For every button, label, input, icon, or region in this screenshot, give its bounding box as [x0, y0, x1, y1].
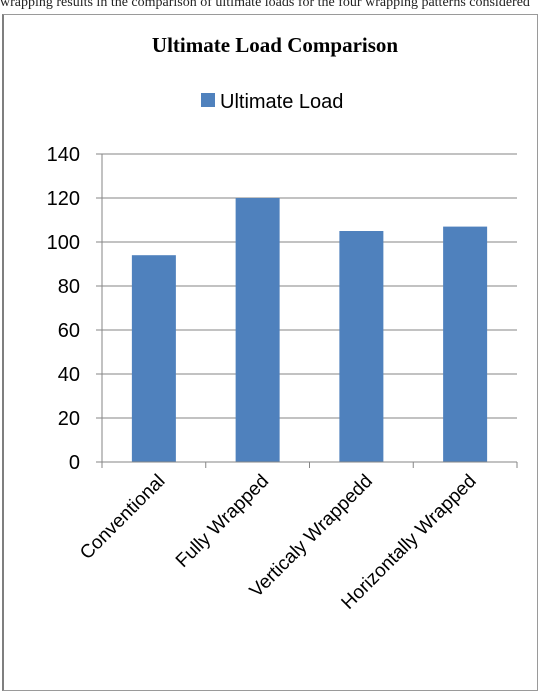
axes	[96, 153, 518, 468]
y-tick-label-1: 20	[58, 408, 80, 430]
y-tick-label-4: 80	[58, 276, 80, 298]
x-category-label-1: Fully Wrapped	[172, 471, 273, 572]
legend-swatch	[201, 93, 215, 107]
y-tick-label-2: 40	[58, 364, 80, 386]
legend: Ultimate Load	[201, 91, 343, 113]
bar-1	[235, 198, 280, 462]
bars	[131, 198, 488, 462]
y-tick-label-7: 140	[47, 144, 80, 166]
y-tick-labels: 0 20 40 60 80 100 120 140	[47, 144, 80, 474]
y-tick-label-0: 0	[69, 452, 80, 474]
top-caption: wrapping results in the comparison of ul…	[0, 0, 530, 10]
y-tick-label-6: 120	[47, 188, 80, 210]
x-category-label-0: Conventional	[76, 471, 169, 564]
y-tick-label-5: 100	[47, 232, 80, 254]
y-tick-label-3: 60	[58, 320, 80, 342]
bar-0	[131, 255, 176, 462]
chart-title: Ultimate Load Comparison	[152, 33, 398, 57]
legend-label: Ultimate Load	[220, 91, 343, 113]
bar-3	[443, 226, 488, 462]
bar-2	[339, 231, 384, 462]
